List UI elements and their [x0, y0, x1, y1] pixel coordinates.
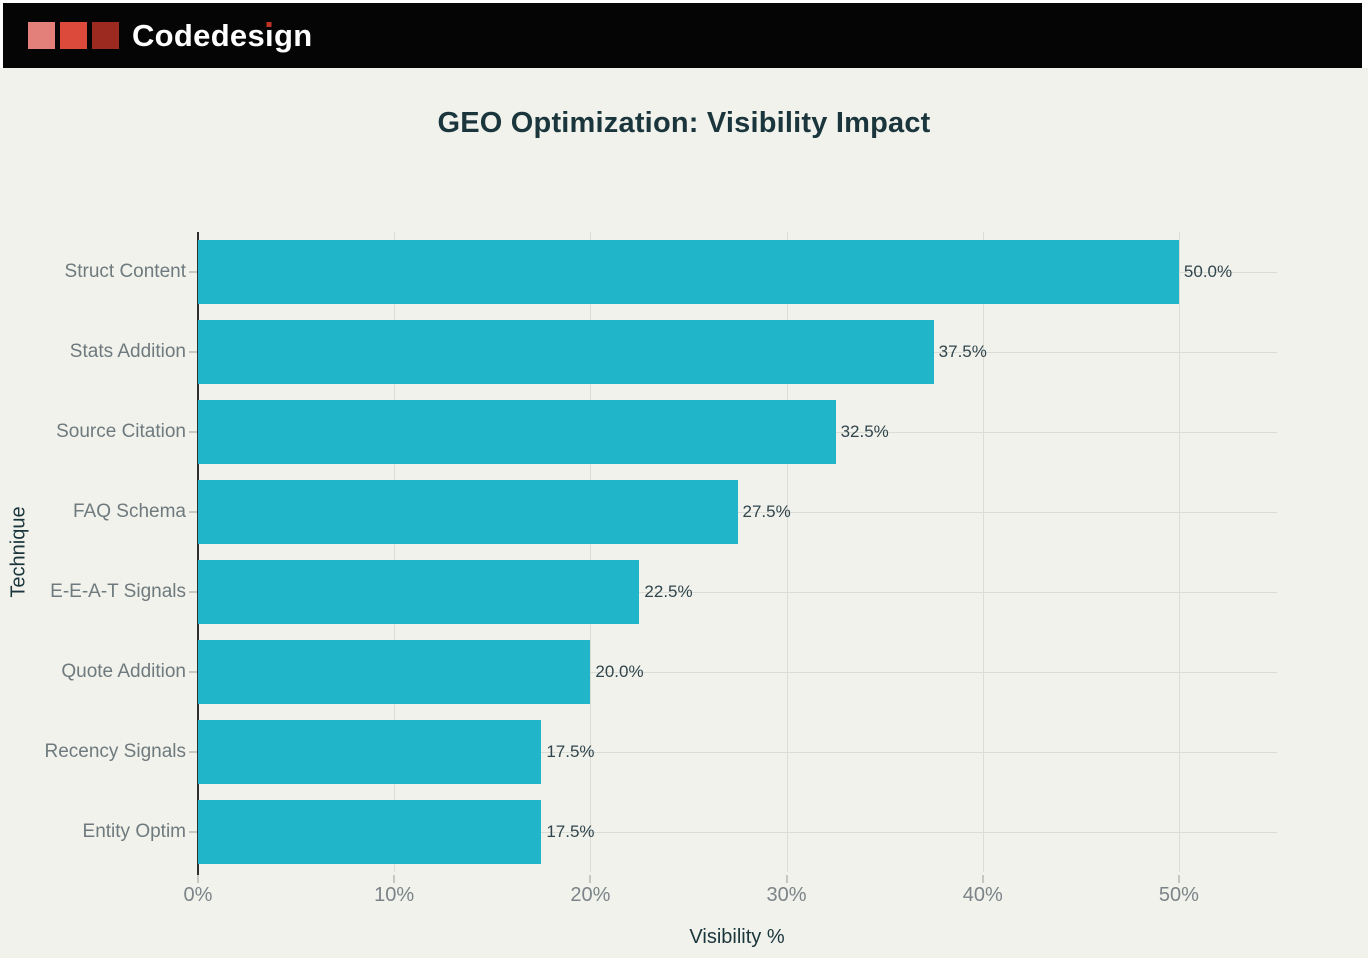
vertical-gridline — [1178, 232, 1180, 872]
horizontal-gridline — [198, 672, 1277, 673]
y-axis-tick — [189, 431, 197, 433]
x-axis-tick — [981, 875, 984, 883]
codedesign-logo-icon[interactable] — [28, 22, 119, 49]
x-tick-label: 10% — [374, 884, 415, 906]
y-category-label: FAQ Schema — [73, 501, 186, 522]
y-category-label: Stats Addition — [69, 341, 186, 362]
y-axis-tick — [189, 271, 197, 273]
brand-header: Codedes ıgn — [3, 3, 1362, 68]
bar-row: 17.5% — [198, 712, 1277, 792]
y-axis-tick — [189, 671, 197, 673]
y-category-label: Struct Content — [64, 261, 186, 282]
bar — [198, 320, 934, 384]
x-tick-label: 50% — [1158, 884, 1199, 906]
bar-row: 37.5% — [198, 312, 1277, 392]
horizontal-gridline — [198, 512, 1277, 513]
y-axis-tick — [189, 831, 197, 833]
y-category-label: Entity Optim — [82, 821, 186, 842]
vertical-gridline — [982, 232, 984, 872]
logo-square-icon — [28, 22, 55, 49]
x-axis-tick — [1177, 875, 1180, 883]
x-tick-label: 30% — [766, 884, 807, 906]
bar — [198, 560, 640, 624]
bar-value-label: 37.5% — [938, 342, 987, 361]
brand-name[interactable]: Codedes ıgn — [132, 20, 312, 51]
y-axis-tick — [189, 351, 197, 353]
x-axis-tick — [785, 875, 788, 883]
bar-row: 22.5% — [198, 552, 1277, 632]
vertical-gridline — [786, 232, 788, 872]
bar — [198, 480, 738, 544]
brand-text-after: gn — [273, 18, 313, 53]
x-tick-label: 0% — [183, 884, 213, 906]
y-axis-tick — [189, 751, 197, 753]
red-dot-icon — [266, 22, 272, 27]
x-tick-label: 40% — [962, 884, 1003, 906]
bar-row: 50.0% — [198, 232, 1277, 312]
bar-row: 20.0% — [198, 632, 1277, 712]
horizontal-gridline — [198, 752, 1277, 753]
y-category-label: Quote Addition — [61, 661, 186, 682]
x-tick-label: 20% — [570, 884, 611, 906]
y-category-label: E-E-A-T Signals — [50, 581, 186, 602]
plot-area: 50.0% 37.5% 32.5% 27.5% 22.5% 20.0% 17.5% 17.5% — [198, 232, 1277, 872]
bar — [198, 800, 542, 864]
chart-title: GEO Optimization: Visibility Impact — [437, 107, 931, 139]
horizontal-gridline — [198, 592, 1277, 593]
bar — [198, 640, 591, 704]
bar-value-label: 20.0% — [595, 662, 644, 681]
bar-value-label: 50.0% — [1183, 262, 1233, 281]
y-category-label: Source Citation — [56, 421, 186, 442]
bar-row: 32.5% — [198, 392, 1277, 472]
bar-value-label: 17.5% — [546, 742, 595, 761]
brand-text-before: Codedes — [132, 18, 266, 53]
bar — [198, 400, 836, 464]
bar-row: 27.5% — [198, 472, 1277, 552]
y-axis-spine — [197, 232, 199, 875]
bar — [198, 720, 542, 784]
x-axis-tick — [393, 875, 396, 883]
vertical-gridline — [590, 232, 592, 872]
brand-letter-i: ı — [265, 18, 274, 53]
y-category-label: Recency Signals — [44, 741, 186, 762]
bar-value-label: 27.5% — [742, 502, 791, 521]
x-axis-title: Visibility % — [689, 926, 785, 948]
vertical-gridline — [394, 232, 396, 872]
bar-value-label: 32.5% — [840, 422, 889, 441]
bar-value-label: 22.5% — [644, 582, 693, 601]
logo-square-icon — [92, 22, 119, 49]
logo-square-icon — [60, 22, 87, 49]
bar-value-label: 17.5% — [546, 822, 595, 841]
bar — [198, 240, 1179, 304]
x-axis-tick — [589, 875, 592, 883]
bar-row: 17.5% — [198, 792, 1277, 872]
y-axis-tick — [189, 511, 197, 513]
x-axis-tick — [197, 875, 199, 883]
horizontal-gridline — [198, 832, 1277, 833]
y-axis-tick — [189, 591, 197, 593]
